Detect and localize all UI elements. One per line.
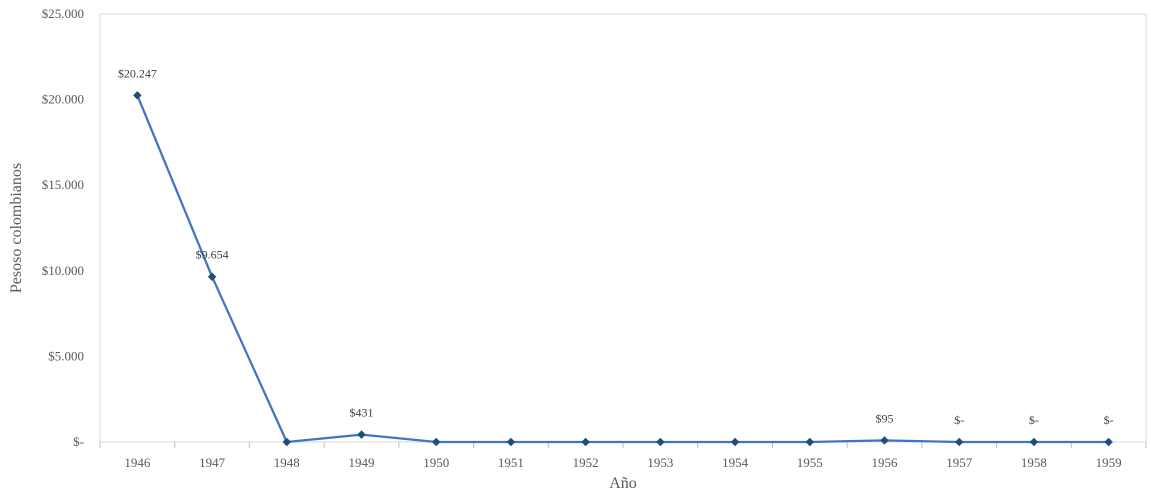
x-tick-label: 1951 (498, 455, 524, 470)
data-label: $- (954, 413, 964, 427)
y-axis: $- $5.000 $10.000 $15.000 $20.000 $25.000 (42, 6, 84, 449)
x-tick-label: 1959 (1096, 455, 1122, 470)
series-layer (133, 91, 1113, 447)
x-axis: 1946 1947 1948 1949 1950 1951 1952 1953 1954 1955… (99, 442, 1147, 470)
x-tick-label: 1953 (647, 455, 673, 470)
y-axis-title: Pesoso colombianos (8, 163, 25, 293)
data-point (730, 437, 740, 447)
y-tick-label: $25.000 (42, 6, 84, 21)
series-line (136, 94, 1109, 444)
data-point (805, 437, 815, 447)
data-label: $- (1029, 413, 1039, 427)
data-point (954, 437, 964, 447)
y-tick-label: $20.000 (42, 92, 84, 107)
data-labels: $20.247 $9.654 $431 $95 $- $- $- (118, 66, 1114, 427)
x-tick-label: 1950 (423, 455, 449, 470)
y-tick-label: $10.000 (42, 263, 84, 278)
data-point (357, 430, 366, 439)
x-tick-label: 1956 (872, 455, 899, 470)
x-tick-label: 1947 (199, 455, 226, 470)
data-label: $431 (350, 406, 374, 420)
x-tick-label: 1957 (946, 455, 973, 470)
x-tick-label: 1949 (349, 455, 375, 470)
x-axis-title: Año (609, 475, 637, 492)
data-point (581, 437, 590, 447)
x-tick-label: 1948 (274, 455, 300, 470)
data-point (207, 272, 217, 282)
y-tick-label: $5.000 (48, 348, 84, 363)
data-point (506, 437, 516, 447)
x-tick-label: 1955 (797, 455, 823, 470)
data-point (656, 437, 665, 447)
x-tick-label: 1954 (722, 455, 749, 470)
data-point (880, 436, 889, 445)
x-tick-label: 1958 (1021, 455, 1047, 470)
y-tick-label: $- (73, 434, 84, 449)
data-point (282, 437, 292, 447)
data-label: $- (1104, 413, 1114, 427)
data-label: $9.654 (196, 248, 229, 262)
data-point (431, 437, 441, 447)
data-point (1104, 437, 1113, 447)
x-tick-label: 1952 (573, 455, 599, 470)
x-tick-label: 1946 (124, 455, 151, 470)
data-label: $20.247 (118, 66, 157, 80)
data-point (133, 91, 142, 100)
y-tick-label: $15.000 (42, 177, 84, 192)
data-label: $95 (876, 411, 894, 425)
data-point (1029, 437, 1039, 447)
